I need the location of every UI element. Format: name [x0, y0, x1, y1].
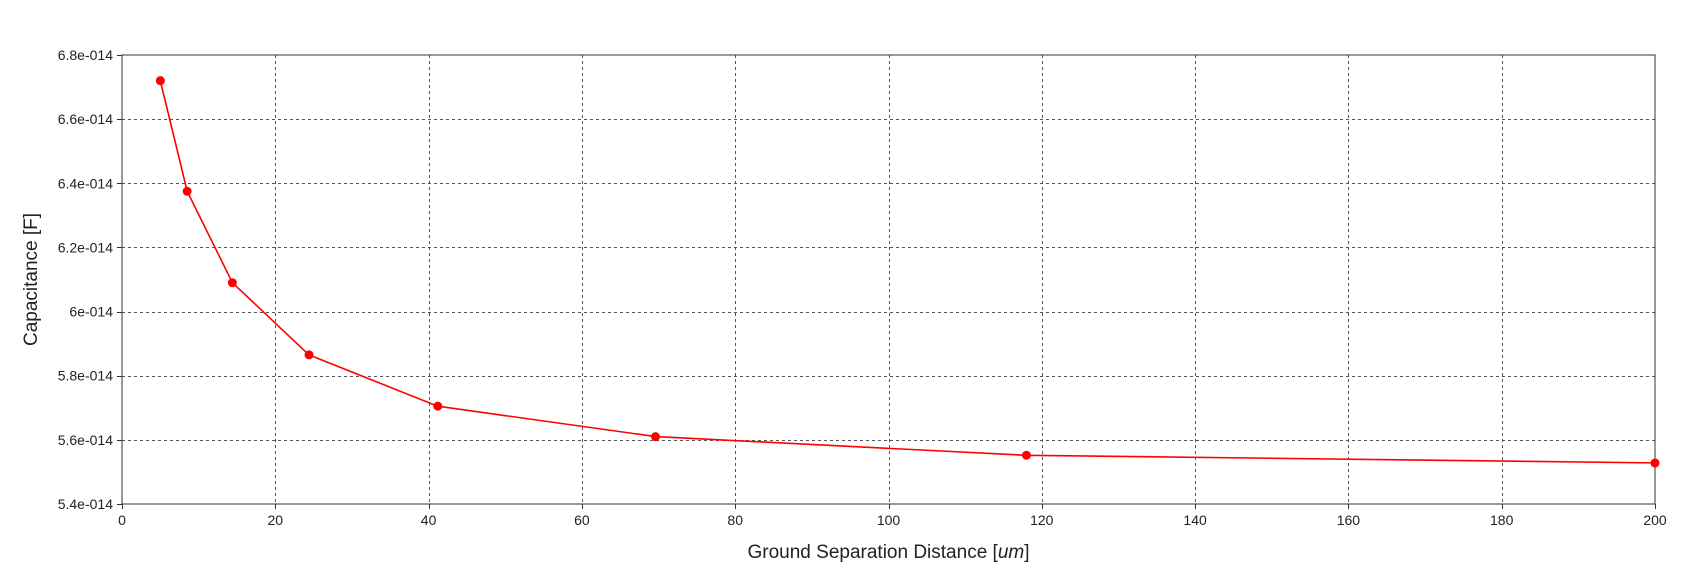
- y-tick-label: 6.4e-014: [58, 175, 113, 191]
- series-layer: [155, 76, 1660, 468]
- y-tick-label: 5.4e-014: [58, 496, 113, 512]
- data-point: [650, 432, 660, 442]
- x-tick-label: 80: [727, 512, 743, 528]
- x-tick-label: 120: [1030, 512, 1054, 528]
- plot-area-frame: [121, 54, 1656, 505]
- data-point: [433, 401, 443, 411]
- data-point: [155, 76, 165, 86]
- y-tick-label: 6.8e-014: [58, 47, 113, 63]
- y-tick-label: 6.6e-014: [58, 111, 113, 127]
- x-axis-title-unit: um: [998, 542, 1024, 563]
- data-point: [304, 350, 314, 360]
- x-tick-label: 40: [421, 512, 437, 528]
- data-point: [1021, 450, 1031, 460]
- x-axis-title-main: Ground Separation Distance [: [748, 542, 999, 563]
- y-tick-label: 5.8e-014: [58, 368, 113, 384]
- y-axis-title: Capacitance [F]: [21, 213, 42, 346]
- x-tick-label: 200: [1643, 512, 1667, 528]
- x-axis-title: Ground Separation Distance [um]: [748, 542, 1030, 563]
- x-tick-label: 160: [1337, 512, 1361, 528]
- y-tick-label: 6e-014: [69, 304, 113, 320]
- x-tick-label: 60: [574, 512, 590, 528]
- x-tick-label: 20: [268, 512, 284, 528]
- data-point: [182, 186, 192, 196]
- y-tick-label: 5.6e-014: [58, 432, 113, 448]
- y-tick-label: 6.2e-014: [58, 239, 113, 255]
- x-tick-label: 100: [877, 512, 901, 528]
- x-axis-title-close: ]: [1024, 542, 1029, 563]
- x-tick-label: 180: [1490, 512, 1514, 528]
- series-line: [159, 80, 1656, 464]
- grid-lines: [122, 55, 1655, 504]
- data-point: [1650, 458, 1660, 468]
- data-point: [227, 278, 237, 288]
- x-tick-label: 0: [118, 512, 126, 528]
- x-tick-label: 140: [1183, 512, 1207, 528]
- axis-ticks: 0 20 40 60 80 100 120 140 160 180 200 5.4e-014 5.6e-…: [58, 47, 1667, 528]
